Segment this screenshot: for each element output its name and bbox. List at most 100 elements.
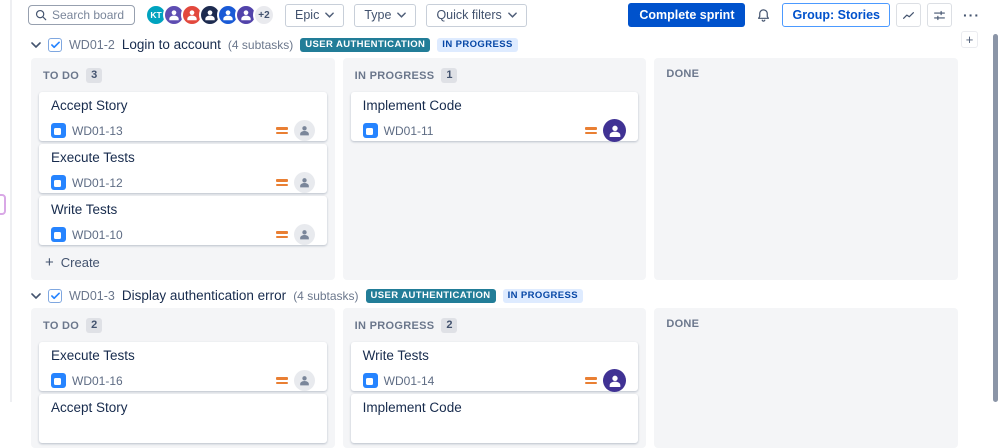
toolbar-left-group: KT +2 Epic Type bbox=[28, 3, 527, 27]
user-avatar[interactable] bbox=[217, 4, 239, 26]
column-todo: TO DO 3 Accept Story WD01-13 Execute Tes… bbox=[31, 58, 335, 280]
view-settings-button[interactable] bbox=[927, 3, 952, 27]
person-icon bbox=[241, 10, 251, 21]
board-card[interactable]: Write Tests WD01-10 bbox=[39, 196, 327, 245]
story-checkbox-icon bbox=[48, 37, 62, 52]
column-name: TO DO bbox=[43, 319, 80, 332]
swimlane-header[interactable]: WD01-2 Login to account (4 subtasks) USE… bbox=[31, 36, 518, 53]
chevron-down-icon[interactable] bbox=[31, 292, 41, 299]
add-column-button[interactable]: + bbox=[961, 31, 978, 48]
complete-sprint-button[interactable]: Complete sprint bbox=[628, 3, 746, 27]
person-icon bbox=[205, 10, 215, 21]
board-card[interactable]: Execute Tests WD01-16 bbox=[39, 342, 327, 391]
card-list: Accept Story WD01-13 Execute Tests WD01-… bbox=[31, 90, 335, 245]
column-count-badge: 2 bbox=[86, 318, 103, 333]
board-card[interactable]: Write Tests WD01-14 bbox=[350, 342, 639, 392]
story-checkbox-icon bbox=[48, 288, 62, 303]
bell-icon bbox=[756, 8, 771, 23]
priority-medium-icon bbox=[275, 179, 288, 186]
type-filter-label: Type bbox=[364, 8, 392, 22]
column-in-progress: IN PROGRESS 1 Implement Code WD01-11 bbox=[342, 58, 647, 280]
insights-button[interactable] bbox=[896, 3, 921, 27]
column-name: IN PROGRESS bbox=[354, 319, 435, 332]
sliders-icon bbox=[933, 9, 946, 22]
card-footer: WD01-14 bbox=[362, 369, 627, 392]
person-icon bbox=[299, 230, 309, 240]
more-actions-button[interactable]: ··· bbox=[958, 3, 985, 27]
assignee-avatar[interactable] bbox=[293, 370, 315, 391]
column-done: DONE bbox=[654, 58, 958, 280]
subtask-icon bbox=[51, 175, 66, 190]
board-card[interactable]: Accept Story bbox=[39, 394, 327, 443]
priority-medium-icon bbox=[275, 377, 288, 384]
person-icon bbox=[299, 126, 309, 136]
search-input-wrap bbox=[28, 5, 135, 25]
card-list bbox=[654, 337, 958, 339]
subtask-icon bbox=[362, 373, 378, 388]
column-name: DONE bbox=[666, 68, 700, 80]
subtask-icon bbox=[51, 123, 66, 138]
swimlane-header[interactable]: WD01-3 Display authentication error (4 s… bbox=[31, 287, 583, 304]
card-issue-key[interactable]: WD01-14 bbox=[383, 373, 435, 388]
type-filter-button[interactable]: Type bbox=[354, 3, 417, 27]
epic-filter-label: Epic bbox=[295, 8, 320, 22]
swimlane-subtask-count: (4 subtasks) bbox=[227, 37, 294, 52]
card-issue-key[interactable]: WD01-13 bbox=[72, 123, 123, 138]
card-list: Execute Tests WD01-16 Accept Story bbox=[31, 340, 335, 443]
column-header: IN PROGRESS 1 bbox=[343, 58, 647, 90]
status-badge: IN PROGRESS bbox=[502, 288, 583, 303]
board-card[interactable]: Implement Code WD01-11 bbox=[350, 92, 639, 142]
person-icon bbox=[187, 10, 197, 21]
person-icon bbox=[169, 10, 179, 21]
subtask-icon bbox=[362, 123, 378, 138]
card-list bbox=[654, 87, 958, 89]
avatar-stack: KT +2 bbox=[145, 4, 275, 26]
person-icon bbox=[223, 10, 233, 21]
person-icon bbox=[609, 125, 621, 137]
card-issue-key[interactable]: WD01-12 bbox=[72, 175, 123, 190]
group-by-button[interactable]: Group: Stories bbox=[782, 3, 890, 27]
person-icon bbox=[299, 178, 309, 188]
vertical-scrollbar[interactable] bbox=[993, 34, 998, 402]
chevron-down-icon[interactable] bbox=[31, 41, 41, 48]
swimlane-issue-key[interactable]: WD01-3 bbox=[69, 288, 115, 303]
board-card[interactable]: Implement Code bbox=[350, 394, 639, 443]
notification-bell-button[interactable] bbox=[751, 3, 777, 27]
priority-medium-icon bbox=[275, 231, 288, 238]
toolbar-right-group: Complete sprint Group: Stories ··· bbox=[628, 3, 985, 27]
card-title: Implement Code bbox=[362, 98, 462, 113]
card-list: Implement Code WD01-11 bbox=[343, 90, 647, 142]
board-card[interactable]: Accept Story WD01-13 bbox=[39, 92, 327, 141]
plus-icon: + bbox=[965, 31, 974, 47]
epic-filter-button[interactable]: Epic bbox=[285, 3, 345, 27]
swimlane-title: Login to account bbox=[121, 37, 221, 52]
card-title: Write Tests bbox=[362, 348, 429, 363]
assignee-avatar[interactable] bbox=[603, 369, 627, 392]
assignee-avatar[interactable] bbox=[293, 224, 315, 245]
card-issue-key[interactable]: WD01-10 bbox=[72, 227, 123, 242]
left-edge-artifact bbox=[0, 194, 6, 215]
create-issue-button[interactable]: + Create bbox=[31, 245, 335, 280]
column-count-badge: 2 bbox=[441, 318, 458, 333]
column-name: TO DO bbox=[43, 69, 80, 82]
search-icon bbox=[35, 9, 47, 21]
assignee-avatar[interactable] bbox=[293, 120, 315, 141]
card-issue-key[interactable]: WD01-16 bbox=[72, 373, 123, 388]
quick-filters-button[interactable]: Quick filters bbox=[426, 3, 527, 27]
card-footer: WD01-12 bbox=[51, 172, 315, 193]
assignee-avatar[interactable] bbox=[603, 119, 627, 142]
priority-medium-icon bbox=[585, 377, 598, 384]
card-issue-key[interactable]: WD01-11 bbox=[383, 123, 434, 138]
board-card[interactable]: Execute Tests WD01-12 bbox=[39, 144, 327, 193]
swimlane-columns: TO DO 2 Execute Tests WD01-16 Accept Sto… bbox=[31, 308, 958, 448]
column-todo: TO DO 2 Execute Tests WD01-16 Accept Sto… bbox=[31, 308, 335, 448]
swimlane-columns: TO DO 3 Accept Story WD01-13 Execute Tes… bbox=[31, 58, 958, 280]
assignee-avatar[interactable] bbox=[293, 172, 315, 193]
board-toolbar: KT +2 Epic Type bbox=[28, 0, 985, 30]
chart-icon bbox=[902, 9, 915, 22]
search-input[interactable] bbox=[52, 8, 128, 22]
swimlane-issue-key[interactable]: WD01-2 bbox=[69, 37, 115, 52]
plus-icon: + bbox=[45, 254, 54, 271]
avatar-overflow-count[interactable]: +2 bbox=[253, 4, 275, 26]
chevron-down-icon bbox=[397, 12, 407, 18]
